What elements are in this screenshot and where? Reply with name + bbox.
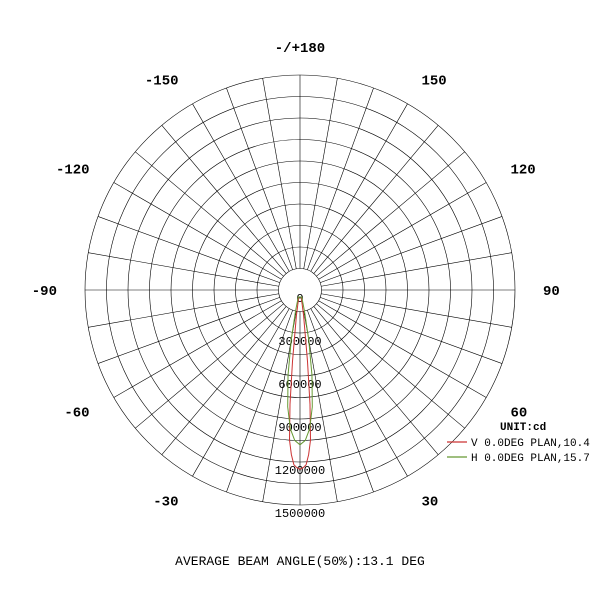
grid-spoke [311,309,408,477]
angle-label: 150 [422,74,447,90]
angle-label: -150 [145,74,179,90]
grid-spoke [88,294,279,328]
grid-spoke [226,88,292,270]
angle-label: 120 [510,163,535,179]
angle-label: -30 [153,494,178,510]
bottom-label: AVERAGE BEAM ANGLE(50%):13.1 DEG [175,554,425,569]
angle-label: -60 [64,406,89,422]
grid-spoke [314,125,438,273]
angle-label: 30 [422,494,439,510]
grid-spoke [98,216,280,282]
grid-spoke [311,104,408,272]
angle-label: -120 [56,163,90,179]
angle-label: -90 [32,284,57,300]
grid-spoke [321,294,512,328]
grid-spoke [193,309,290,477]
grid-spoke [193,104,290,272]
legend-item-label: V 0.0DEG PLAN,10.4 [471,438,590,450]
grid-spoke [321,253,512,287]
grid-spoke [316,152,464,276]
grid-spoke [320,216,502,282]
radial-label: 600000 [278,378,321,392]
angle-label: 90 [543,284,560,300]
grid-spoke [135,152,283,276]
legend-item-label: H 0.0DEG PLAN,15.7 [471,453,590,465]
grid-spoke [162,306,286,454]
grid-spoke [88,253,279,287]
grid-spoke [98,297,280,363]
grid-spoke [319,183,487,280]
grid-spoke [114,183,282,280]
grid-spoke [162,125,286,273]
grid-spoke [135,304,283,428]
radial-label: 1500000 [275,507,325,521]
grid-spoke [307,88,373,270]
radial-label: 900000 [278,421,321,435]
legend-title: UNIT:cd [500,422,546,434]
radial-label: 1200000 [275,464,325,478]
radial-label: 300000 [278,335,321,349]
grid-spoke [319,301,487,398]
angle-label: -/+180 [275,41,325,57]
grid-spoke [314,306,438,454]
polar-chart: 030000060000090000012000001500000-/+1801… [0,0,600,600]
angle-label: 60 [510,406,527,422]
grid-spoke [263,78,297,269]
grid-spoke [114,301,282,398]
grid-spoke [316,304,464,428]
grid-spoke [320,297,502,363]
grid-spoke [304,78,338,269]
